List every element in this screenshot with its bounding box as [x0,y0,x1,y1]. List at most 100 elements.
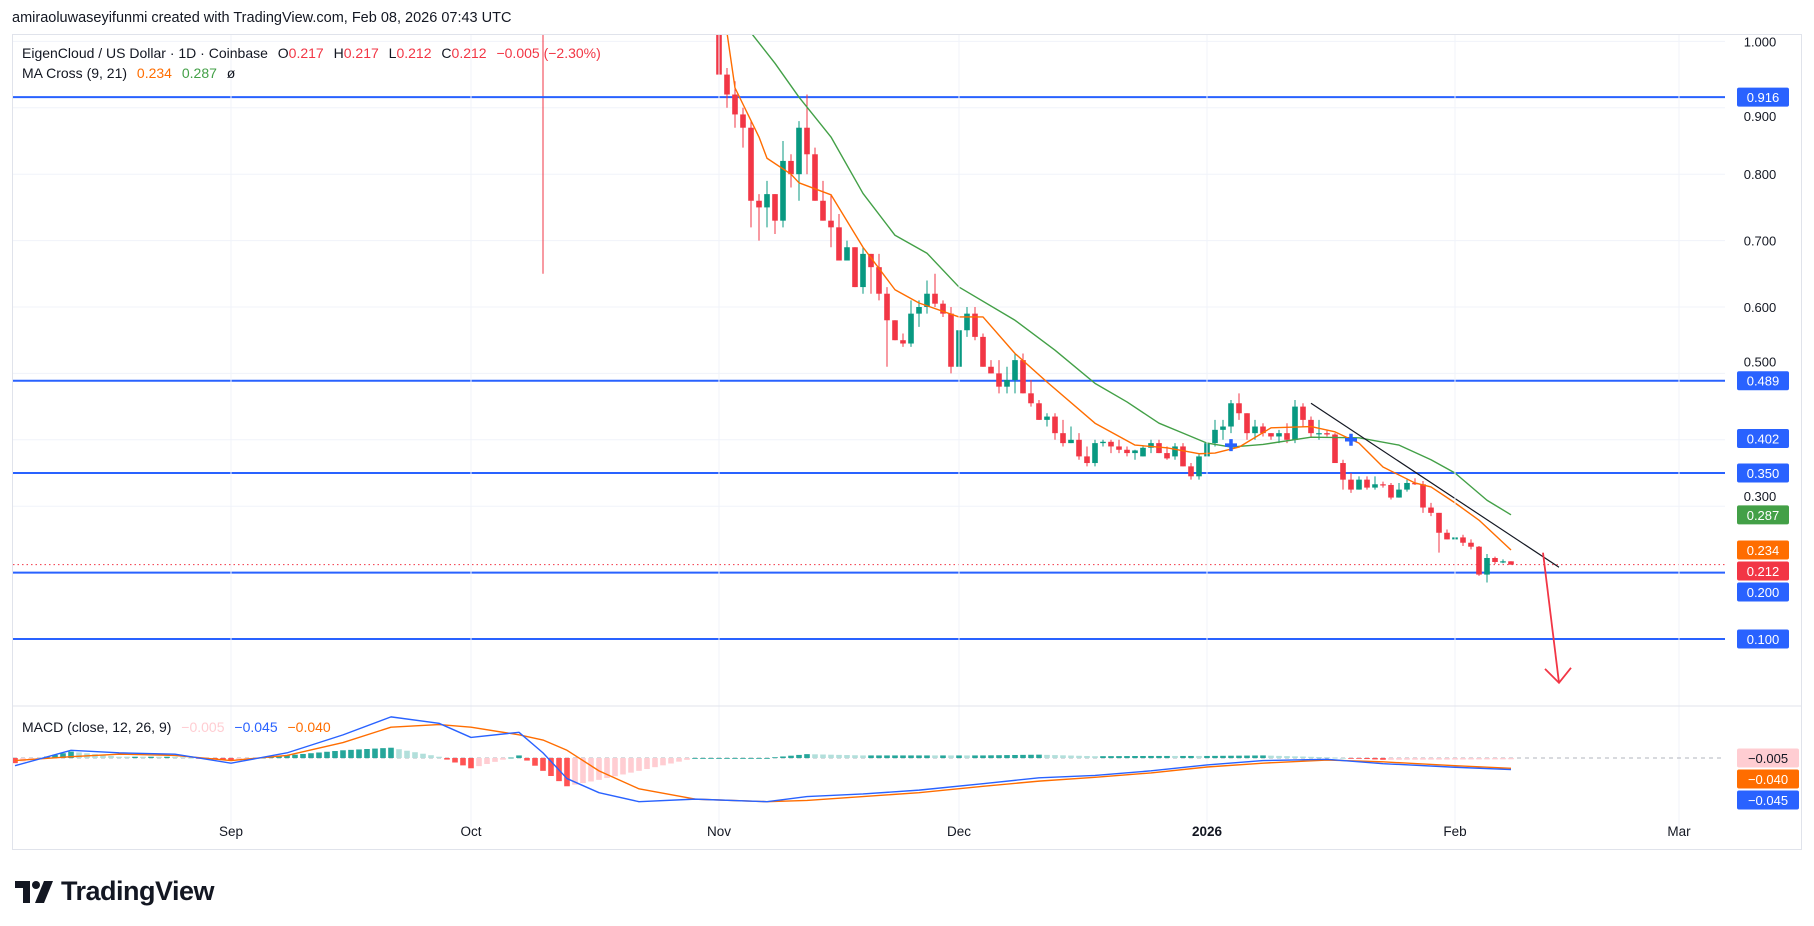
ma-cross-label[interactable]: MA Cross (9, 21) [22,65,128,81]
macd-value: −0.045 [234,719,278,735]
candle [1084,446,1090,467]
candle-body [964,313,970,331]
macd-histogram-bar [916,755,922,758]
candle-body [828,220,834,228]
macd-histogram-bar [156,756,162,758]
candle-body [804,127,810,155]
chart-frame [12,34,1802,850]
price-axis-label: 0.489 [1737,371,1789,391]
macd-histogram-bar [828,754,834,758]
macd-histogram-bar [548,758,554,776]
macd-histogram-bar [380,748,386,758]
macd-histogram-bar [1460,758,1466,760]
candle [1508,561,1514,565]
macd-histogram-bar [524,758,530,761]
candle-body [1364,479,1370,488]
macd-histogram-bar [180,757,186,759]
macd-histogram-bar [468,758,474,769]
candle-body [900,340,906,344]
macd-histogram-bar [1212,755,1218,758]
macd-histogram-bar [1324,757,1330,759]
macd-histogram-bar [956,755,962,758]
macd-histogram-bar [652,758,658,768]
candle [1460,534,1466,547]
candle-body [892,320,898,341]
candle-body [1060,433,1066,444]
macd-histogram-bar [276,756,282,758]
ma-cross-legend: MA Cross (9, 21) 0.234 0.287 ø [22,65,241,81]
candle [1140,446,1146,457]
candle [1220,419,1226,440]
change-value: −0.005 (−2.30%) [496,45,601,61]
macd-histogram-bar [1260,755,1266,758]
macd-histogram-bar [108,755,114,758]
tradingview-logo[interactable]: TradingView [15,876,215,907]
macd-histogram-bar [1012,754,1018,758]
candle [1380,481,1386,488]
candle-body [1036,403,1042,420]
macd-histogram-bar [764,758,770,759]
candle-body [1420,484,1426,508]
macd-histogram-bar [60,753,66,758]
candle [1012,353,1018,394]
candle [908,300,914,347]
low-value: 0.212 [396,45,432,61]
macd-label-text: −0.005 [1748,751,1788,766]
macd-histogram-bar [340,750,346,758]
candle-body [852,247,858,288]
macd-histogram-bar [1188,755,1194,758]
open-value: 0.217 [288,45,324,61]
candle-body [1300,406,1306,420]
price-axis-tick: 0.300 [1744,489,1777,504]
candle-body [916,307,922,314]
ma-fast-line [726,35,1512,551]
candle-body [1372,484,1378,488]
macd-axis-label: −0.005 [1737,748,1799,768]
candle [860,247,866,294]
macd-histogram-bar [1380,758,1386,760]
candle-body [1252,426,1258,434]
macd-histogram-bar [1284,756,1290,758]
candle-body [764,194,770,208]
candle [1292,399,1298,444]
time-axis-tick: Feb [1443,824,1466,839]
macd-label[interactable]: MACD (close, 12, 26, 9) [22,719,172,735]
macd-histogram-bar [996,755,1002,758]
candle-body [948,313,954,367]
tradingview-logo-icon [15,880,53,903]
macd-histogram-bar [780,756,786,758]
price-axis-label: 0.100 [1737,629,1789,649]
macd-histogram-bar [788,755,794,758]
candle-body [876,267,882,294]
macd-signal-line [14,723,1512,803]
candle [892,320,898,341]
macd-histogram-bar [1404,758,1410,760]
macd-histogram-bar [628,758,634,773]
candle-body [1116,446,1122,450]
candle [876,253,882,301]
candle-body [1108,441,1114,447]
macd-histogram-bar [508,757,514,759]
candle [748,121,754,228]
candle [1244,413,1250,440]
candle [1348,473,1354,493]
time-axis-tick: Nov [707,824,731,839]
macd-histogram-bar [972,755,978,758]
candle-body [884,293,890,321]
macd-histogram-bar [1308,756,1314,758]
candle-body [1356,479,1362,490]
candle-body [1124,449,1130,454]
candle-body [1180,446,1186,467]
candle-body [868,253,874,268]
symbol-name[interactable]: EigenCloud / US Dollar · 1D · Coinbase [22,45,268,61]
candle-body [1476,546,1482,575]
candle [1164,446,1170,460]
macd-histogram-bar [332,751,338,758]
candle-body [1100,441,1106,444]
macd-histogram-bar [924,755,930,758]
candle [772,194,778,234]
candle [932,273,938,307]
price-label-box [1737,582,1789,602]
macd-histogram-bar [420,753,426,758]
